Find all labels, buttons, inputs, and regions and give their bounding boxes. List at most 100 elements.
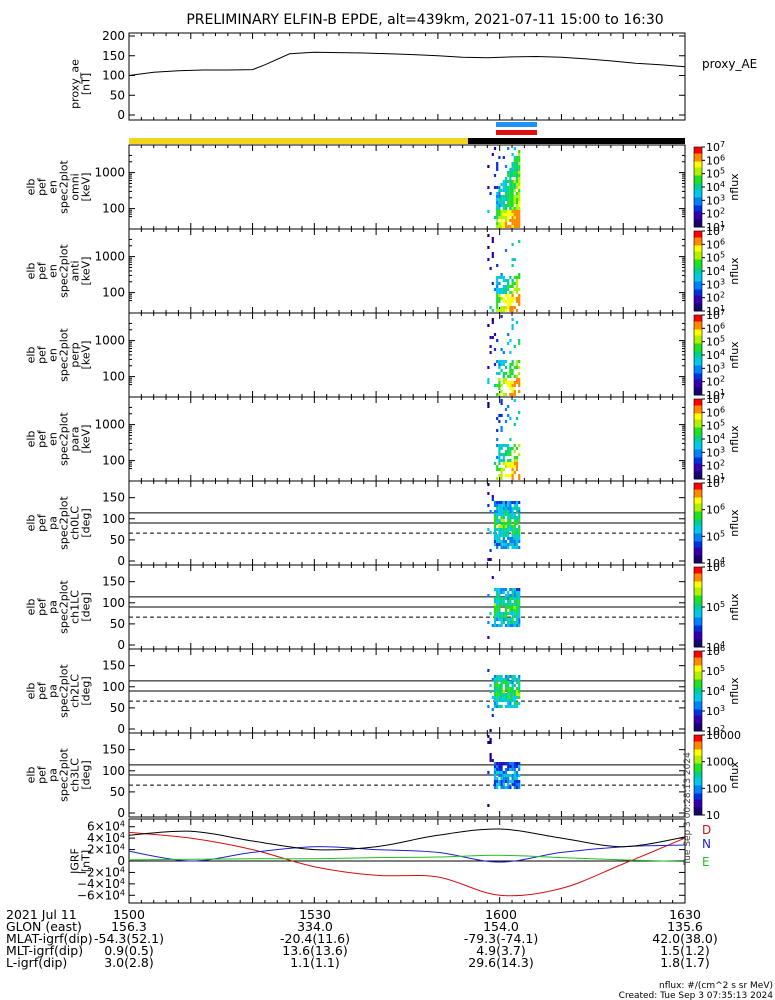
spectrogram-cell bbox=[493, 333, 497, 336]
spectrogram-cell bbox=[511, 516, 514, 519]
spectrogram-cell bbox=[513, 513, 516, 516]
spectrogram-cell bbox=[511, 768, 514, 771]
spectrogram-cell bbox=[518, 768, 521, 771]
spectrogram-cell bbox=[509, 762, 512, 765]
spectrogram-cell bbox=[496, 438, 499, 441]
spectrogram-cell bbox=[515, 177, 519, 180]
y-tick-label: 0 bbox=[117, 806, 125, 820]
spectrogram-cell bbox=[496, 600, 499, 603]
spectrogram-cell bbox=[493, 777, 497, 780]
spectrogram-cell bbox=[518, 210, 521, 213]
spectrogram-cell bbox=[496, 681, 499, 684]
spectrogram-cell bbox=[487, 528, 490, 531]
spectrogram-cell bbox=[507, 225, 510, 228]
spectrogram-cell bbox=[487, 771, 490, 774]
spectrogram-cell bbox=[509, 393, 512, 396]
spectrogram-cell bbox=[511, 204, 514, 207]
spectrogram-cell bbox=[502, 603, 505, 606]
spectrogram-cell bbox=[518, 216, 521, 219]
spectrogram-cell bbox=[504, 606, 508, 609]
spectrogram-cell bbox=[498, 624, 501, 627]
spectrogram-cell bbox=[518, 510, 521, 513]
spectrogram-cell bbox=[513, 198, 516, 201]
spectrogram-cell bbox=[513, 210, 516, 213]
spectrogram-cell bbox=[509, 198, 512, 201]
spectrogram-cell bbox=[504, 501, 508, 504]
spectrogram-cell bbox=[511, 699, 514, 702]
colorbar-tick: 106 bbox=[706, 237, 725, 251]
spectrogram-cell bbox=[511, 174, 514, 177]
spectrogram-cell bbox=[500, 600, 503, 603]
spectrogram-cell bbox=[513, 501, 516, 504]
spectrogram-cell bbox=[509, 351, 512, 354]
y-tick-label: 150 bbox=[102, 659, 125, 673]
spectrogram-cell bbox=[513, 147, 516, 150]
spectrogram-cell bbox=[496, 780, 499, 783]
spectrogram-cell bbox=[502, 786, 505, 789]
spectrogram-cell bbox=[518, 693, 521, 696]
spectrogram-cell bbox=[502, 528, 505, 531]
spectrogram-cell bbox=[515, 696, 519, 699]
spectrogram-cell bbox=[504, 306, 508, 309]
spectrogram-cell bbox=[511, 690, 514, 693]
y-label-line: ch3LC bbox=[69, 758, 82, 792]
spectrogram-cell bbox=[507, 705, 510, 708]
spectrogram-cell bbox=[509, 291, 512, 294]
spectrogram-cell bbox=[518, 171, 521, 174]
spectrogram-cell bbox=[487, 165, 490, 168]
spectrogram-cell bbox=[515, 366, 519, 369]
spectrogram-cell bbox=[515, 216, 519, 219]
y-label-line: pef bbox=[36, 429, 49, 448]
spectrogram-cell bbox=[513, 690, 516, 693]
spectrogram-cell bbox=[509, 297, 512, 300]
spectrogram-cell bbox=[504, 771, 508, 774]
spectrogram-cell bbox=[502, 306, 505, 309]
y-tick-label: 1000 bbox=[94, 166, 125, 180]
spectrogram-cell bbox=[504, 165, 508, 168]
spectrogram-cell bbox=[500, 453, 503, 456]
spectrogram-cell bbox=[518, 198, 521, 201]
spectrogram-cell bbox=[507, 147, 510, 150]
spectrogram-cell bbox=[513, 171, 516, 174]
y-label-line: elb bbox=[25, 431, 38, 448]
spectrogram-cell bbox=[509, 219, 512, 222]
spectrogram-cell bbox=[518, 192, 521, 195]
spectrogram-cell bbox=[513, 777, 516, 780]
spectrogram-cell bbox=[513, 771, 516, 774]
spectrogram-cell bbox=[515, 519, 519, 522]
spectrogram-cell bbox=[500, 426, 503, 429]
spectrogram-cell bbox=[496, 684, 499, 687]
spectrogram-cell bbox=[511, 591, 514, 594]
spectrogram-cell bbox=[498, 384, 501, 387]
spectrogram-cell bbox=[496, 207, 499, 210]
spectrogram-cell bbox=[489, 558, 492, 561]
spectrogram-cell bbox=[518, 189, 521, 192]
spectrogram-cell bbox=[504, 195, 508, 198]
spectrogram-cell bbox=[489, 759, 492, 762]
ephemeris-value: 0.9(0.5) bbox=[104, 943, 154, 958]
panel-ch2LC: 050100150elbpefpaspec2plotch2LC[deg]1021… bbox=[25, 644, 742, 738]
spectrogram-cell bbox=[511, 477, 514, 480]
colorbar-tick: 103 bbox=[706, 704, 725, 718]
spectrogram-cell bbox=[518, 186, 521, 189]
spectrogram-cell bbox=[518, 150, 521, 153]
spectrogram-cell bbox=[493, 603, 497, 606]
spectrogram-cell bbox=[496, 615, 499, 618]
spectrogram-cell bbox=[509, 171, 512, 174]
spectrogram-cell bbox=[496, 456, 499, 459]
spectrogram-cell bbox=[509, 603, 512, 606]
spectrogram-cell bbox=[518, 168, 521, 171]
ephemeris-label: L-igrf(dip) bbox=[6, 955, 67, 970]
colorbar-label: nflux bbox=[728, 677, 741, 705]
spectrogram-cell bbox=[493, 612, 497, 615]
spectrogram-cell bbox=[496, 288, 499, 291]
spectrogram-cell bbox=[498, 600, 501, 603]
y-label-line: elb bbox=[25, 767, 38, 784]
spectrogram-cell bbox=[493, 519, 497, 522]
spectrogram-cell bbox=[500, 786, 503, 789]
spectrogram-cell bbox=[500, 525, 503, 528]
side-stamp: Tue Sep 3 00:28:13 2024 bbox=[683, 752, 693, 866]
spectrogram-cell bbox=[491, 759, 494, 762]
spectrogram-cell bbox=[502, 762, 505, 765]
spectrogram-cell bbox=[511, 534, 514, 537]
